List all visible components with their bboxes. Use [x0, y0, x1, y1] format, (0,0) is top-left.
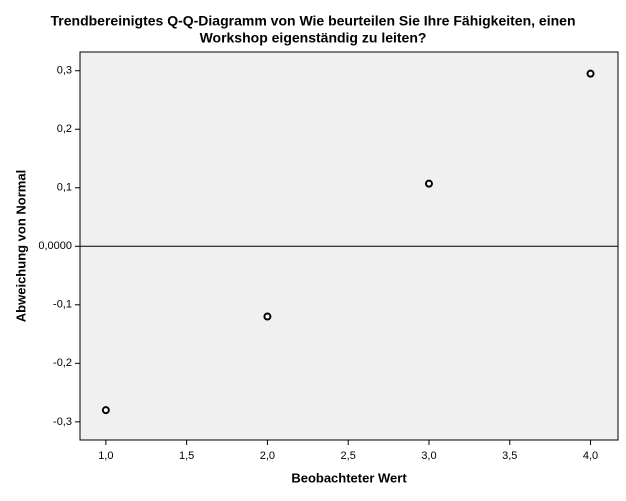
- chart-title: Workshop eigenständig zu leiten?: [200, 30, 427, 46]
- chart-title: Trendbereinigtes Q-Q-Diagramm von Wie be…: [51, 13, 576, 29]
- x-tick-label: 3,0: [421, 450, 436, 462]
- x-tick-label: 3,5: [502, 450, 517, 462]
- y-tick-label: -0,3: [53, 416, 72, 428]
- x-tick-label: 2,0: [260, 450, 275, 462]
- y-tick-label: 0,1: [57, 182, 72, 194]
- x-tick-label: 4,0: [583, 450, 598, 462]
- y-tick-label: 0,2: [57, 123, 72, 135]
- point: [101, 406, 110, 415]
- x-tick-label: 1,0: [98, 450, 113, 462]
- y-tick-label: -0,1: [53, 299, 72, 311]
- y-tick-label: 0,0000: [38, 240, 72, 252]
- point: [263, 312, 272, 321]
- x-tick-label: 1,5: [179, 450, 194, 462]
- x-axis-title: Beobachteter Wert: [291, 470, 407, 485]
- y-axis-title: Abweichung von Normal: [13, 170, 28, 322]
- x-tick-label: 2,5: [341, 450, 356, 462]
- y-tick-label: -0,2: [53, 357, 72, 369]
- point: [424, 179, 433, 188]
- y-tick-label: 0,3: [57, 65, 72, 77]
- point: [586, 69, 595, 78]
